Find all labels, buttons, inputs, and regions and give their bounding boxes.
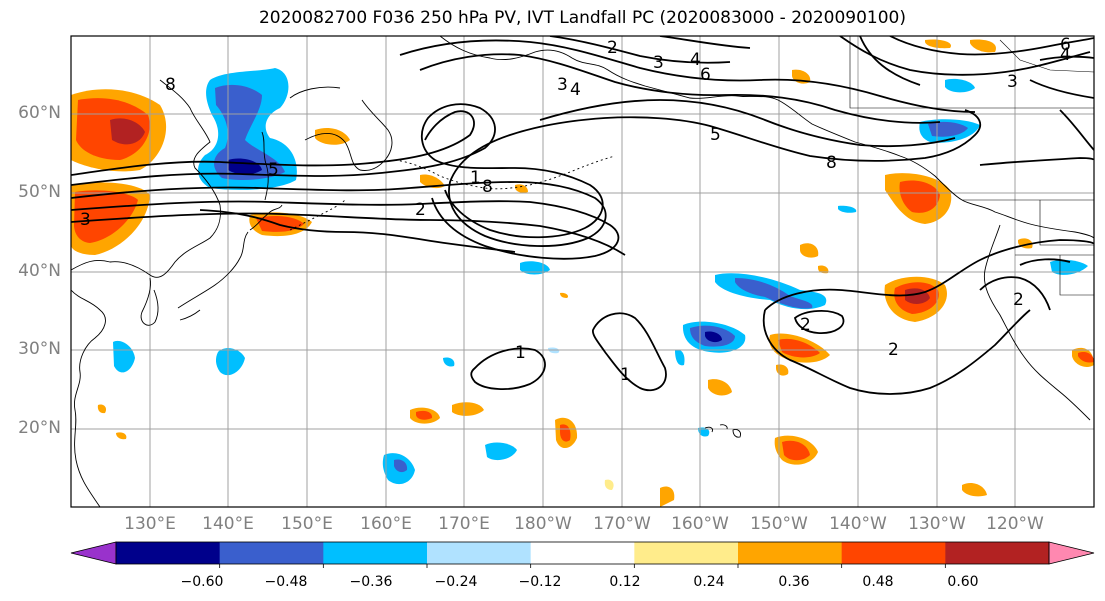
contour-label: 8 [826, 153, 837, 173]
contour-label: 2 [1013, 290, 1024, 310]
contour-label: 8 [482, 177, 493, 197]
contour-label: 6 [1060, 35, 1071, 55]
contour-label: 2 [800, 315, 811, 335]
map-area: 2 3 4 6 8 3 4 5 1 8 2 3 5 8 1 1 2 2 2 3 … [71, 35, 1094, 507]
colorbar-extend-high [1048, 541, 1095, 565]
lon-label: 150°W [750, 514, 808, 534]
colorbar-bin [738, 542, 843, 564]
contour-label: 3 [80, 210, 91, 230]
contour-label: 6 [700, 65, 711, 85]
contour-label: 1 [620, 365, 631, 385]
colorbar-bin [116, 542, 221, 564]
lon-label: 160°E [360, 514, 412, 534]
colorbar-bin [323, 542, 428, 564]
lon-label: 170°W [593, 514, 651, 534]
lon-label: 130°E [124, 514, 176, 534]
colorbar-tick-label: −0.60 [180, 574, 224, 590]
lon-label: 120°W [986, 514, 1044, 534]
contour-labels: 2 3 4 6 8 3 4 5 1 8 2 3 5 8 1 1 2 2 2 3 … [80, 35, 1071, 385]
contour-label: 1 [470, 168, 481, 188]
contour-label: 3 [1007, 72, 1018, 92]
colorbar-tick-label: −0.12 [518, 574, 562, 590]
contour-label: 2 [607, 38, 618, 58]
colorbar-bin [530, 542, 635, 564]
colorbar-frame [115, 541, 1050, 565]
colorbar-tick-label: −0.24 [434, 574, 478, 590]
colorbar [70, 541, 1095, 568]
lon-label: 140°W [829, 514, 887, 534]
contour-label: 5 [710, 125, 721, 145]
colorbar-bin [427, 542, 532, 564]
lon-label: 170°E [438, 514, 490, 534]
lat-label-40n: 40°N [18, 261, 61, 281]
colorbar-tick-label: −0.36 [349, 574, 393, 590]
lon-label: 160°W [671, 514, 729, 534]
colorbar-tick-label: 0.48 [862, 574, 894, 590]
lat-label-60n: 60°N [18, 103, 61, 123]
contour-label: 8 [165, 75, 176, 95]
contour-label: 3 [557, 75, 568, 95]
positive-anomaly-shading [71, 39, 1094, 507]
lat-label-30n: 30°N [18, 339, 61, 359]
colorbar-tick-label: 0.60 [947, 574, 979, 590]
negative-anomaly-shading [113, 68, 1088, 485]
colorbar-bin [841, 542, 946, 564]
colorbar-extend-low [70, 541, 117, 565]
lat-label-50n: 50°N [18, 182, 61, 202]
colorbar-tick-label: 0.36 [778, 574, 810, 590]
lon-label: 150°E [281, 514, 333, 534]
contour-label: 1 [515, 343, 526, 363]
contour-label: 4 [1060, 45, 1071, 65]
map-frame [70, 35, 1095, 508]
colorbar-bin [634, 542, 739, 564]
lon-label: 180°W [514, 514, 572, 534]
contour-label: 4 [570, 80, 581, 100]
lat-lon-grid [71, 36, 1094, 507]
colorbar-tick-label: 0.24 [693, 574, 725, 590]
map-title: 2020082700 F036 250 hPa PV, IVT Landfall… [258, 8, 906, 28]
contour-label: 5 [268, 160, 279, 180]
contour-label: 2 [888, 340, 899, 360]
colorbar-bin [219, 542, 324, 564]
colorbar-tick-label: 0.12 [609, 574, 641, 590]
lat-label-20n: 20°N [18, 418, 61, 438]
contour-label: 4 [690, 50, 701, 70]
coastlines [71, 36, 1094, 507]
colorbar-bin [945, 542, 1050, 564]
colorbar-tick-label: −0.48 [264, 574, 308, 590]
contour-label: 2 [415, 200, 426, 220]
lon-label: 130°W [908, 514, 966, 534]
lon-label: 140°E [202, 514, 254, 534]
contour-label: 3 [653, 53, 664, 73]
pv-contours [71, 36, 1094, 395]
